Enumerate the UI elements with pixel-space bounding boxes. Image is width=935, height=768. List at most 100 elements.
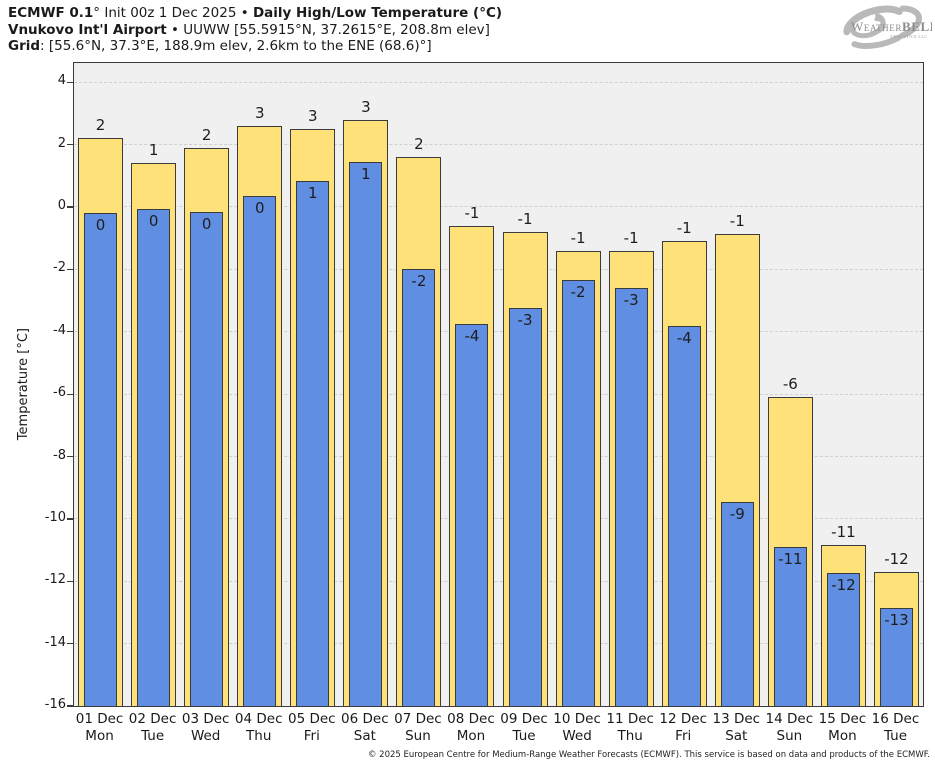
header-line-1: ECMWF 0.1° Init 00z 1 Dec 2025 • Daily H… (8, 5, 503, 21)
low-value-label: -2 (570, 283, 586, 302)
y-tick-mark (67, 393, 74, 395)
x-tick-label: 16 Dec Tue (869, 711, 922, 745)
header-chart-type: Daily High/Low Temperature (°C) (252, 5, 503, 21)
bar-low (614, 288, 648, 706)
x-tick-label: 01 Dec Mon (73, 711, 126, 745)
bar-low (455, 324, 489, 706)
y-tick-mark (67, 206, 74, 208)
x-tick-date: 05 Dec (287, 711, 336, 727)
x-tick-day: Tue (512, 728, 536, 744)
low-value-label: -4 (676, 328, 692, 347)
high-value-label: -6 (782, 375, 798, 394)
y-tick-label: -14 (44, 634, 66, 650)
x-tick-date: 08 Dec (447, 711, 495, 727)
header-grid-label: Grid (8, 38, 41, 54)
high-value-label: -1 (464, 203, 480, 222)
x-tick-label: 08 Dec Mon (444, 711, 497, 745)
y-tick-mark (67, 331, 74, 333)
x-tick-date: 09 Dec (500, 711, 548, 727)
x-tick-date: 13 Dec (712, 711, 761, 727)
header-line-3: Grid: [55.6°N, 37.3°E, 188.9m elev, 2.6k… (8, 38, 432, 54)
high-value-label: -1 (623, 228, 639, 247)
y-tick-mark (67, 705, 74, 707)
x-tick-day: Thu (246, 728, 272, 744)
x-tick-label: 13 Dec Sat (710, 711, 763, 745)
y-tick-mark (67, 268, 74, 271)
y-tick-label: 4 (57, 73, 66, 89)
low-value-label: -12 (831, 576, 856, 595)
low-value-label: 0 (95, 216, 106, 235)
bar-low (190, 211, 224, 706)
x-tick-label: 15 Dec Mon (816, 711, 869, 745)
y-axis-title: Temperature [°C] (15, 327, 31, 441)
y-tick-mark (67, 81, 74, 83)
high-value-label: -1 (676, 219, 692, 238)
x-tick-label: 09 Dec Tue (498, 711, 551, 745)
gridline (74, 518, 923, 520)
gridline (74, 393, 923, 395)
bar-low (720, 501, 754, 706)
low-value-label: -3 (517, 311, 533, 330)
low-value-label: -2 (411, 272, 427, 291)
high-value-label: 3 (254, 103, 265, 122)
bar-low (508, 308, 542, 706)
logo-wordmark: WEATHERBELL (851, 19, 932, 34)
plot-area: 4 2 0 -2 -4 -6 -8 -10 -12 -14 -16 2 0 1 0 2 0 3 0 3 1 3 1 2 -2 -1… (45, 62, 924, 712)
y-tick-label: -10 (44, 509, 66, 525)
logo-subtext: ANALYTICS LLC (890, 34, 927, 39)
x-tick-day: Tue (883, 728, 907, 744)
chart-header: ECMWF 0.1° Init 00z 1 Dec 2025 • Daily H… (8, 5, 502, 55)
bar-low (243, 196, 277, 706)
x-tick-date: 04 Dec (234, 711, 283, 727)
x-tick-label: 10 Dec Wed (551, 711, 604, 745)
x-tick-date: 14 Dec (765, 711, 814, 727)
header-station: Vnukovo Int'l Airport (8, 21, 167, 38)
gridline (74, 268, 923, 270)
bar-low (826, 573, 860, 706)
x-tick-date: 07 Dec (394, 711, 442, 727)
high-value-label: -1 (729, 211, 745, 230)
y-tick-mark (67, 518, 74, 520)
x-tick-day: Sun (776, 728, 803, 744)
x-tick-label: 02 Dec Tue (126, 711, 179, 745)
x-tick-date: 03 Dec (181, 711, 230, 727)
gridline (74, 580, 923, 582)
x-tick-label: 03 Dec Wed (179, 711, 232, 745)
y-tick-label: -8 (53, 447, 66, 463)
bar-low (296, 180, 330, 706)
x-tick-date: 15 Dec (818, 711, 867, 727)
high-value-label: -1 (570, 228, 586, 247)
bar-low (667, 325, 701, 706)
x-tick-day: Wed (190, 728, 221, 744)
x-tick-day: Sat (725, 728, 748, 744)
x-tick-date: 06 Dec (341, 711, 389, 727)
x-tick-day: Fri (675, 728, 692, 744)
hurricane-swirl-icon (843, 5, 923, 49)
y-tick-label: 0 (57, 198, 66, 214)
y-tick-mark (67, 144, 74, 146)
x-tick-date: 11 Dec (606, 711, 654, 727)
low-value-label: 0 (201, 214, 212, 233)
x-tick-day: Fri (303, 728, 320, 744)
x-tick-label: 05 Dec Fri (285, 711, 338, 745)
header-line-2: Vnukovo Int'l Airport • UUWW [55.5915°N,… (8, 21, 490, 38)
x-tick-day: Wed (562, 728, 592, 744)
x-tick-label: 07 Dec Sun (391, 711, 444, 745)
x-tick-label: 12 Dec Fri (657, 711, 710, 745)
x-tick-label: 04 Dec Thu (232, 711, 285, 745)
x-tick-date: 01 Dec (75, 711, 124, 727)
gridline (74, 643, 923, 645)
low-value-label: 0 (254, 199, 265, 218)
gridline (74, 144, 923, 146)
x-tick-day: Mon (456, 728, 486, 744)
x-tick-label: 11 Dec Thu (604, 711, 657, 745)
y-tick-mark (67, 642, 74, 645)
x-tick-day: Tue (141, 728, 165, 744)
low-value-label: -9 (729, 504, 745, 523)
x-axis-labels: 01 Dec Mon 02 Dec Tue 03 Dec Wed 04 Dec Thu 05 D… (73, 711, 922, 745)
y-tick-mark (67, 580, 74, 582)
x-tick-label: 06 Dec Sat (338, 711, 391, 745)
high-value-label: 3 (361, 97, 371, 116)
high-value-label: 2 (201, 125, 212, 144)
high-value-label: -1 (517, 210, 533, 228)
